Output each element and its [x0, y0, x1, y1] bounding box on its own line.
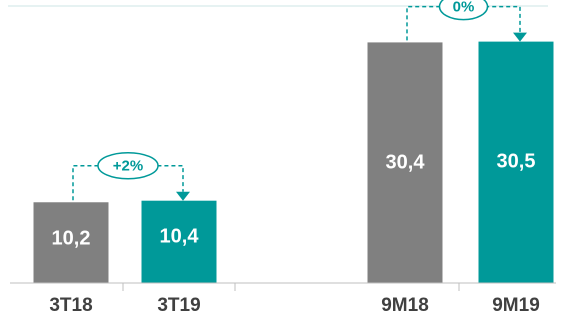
- bars-group: 10,2 10,4 30,4 30,5: [33, 41, 554, 283]
- comparison-badge: [97, 151, 159, 180]
- comparison-arrowhead: [513, 32, 527, 42]
- comparison-annotations: +2% 0%: [72, 0, 527, 201]
- category-label: 3T19: [157, 295, 200, 316]
- bar-value-label: 10,4: [160, 226, 200, 248]
- comparison-badge: [438, 0, 489, 21]
- bar-value-label: 30,4: [386, 151, 426, 173]
- category-label: 9M18: [381, 295, 429, 316]
- category-label: 9M19: [492, 295, 540, 316]
- bar-9m19: [478, 41, 554, 283]
- comparison-connector: [406, 5, 521, 41]
- bar-3t18: [33, 202, 109, 283]
- bar-value-label: 30,5: [497, 151, 536, 173]
- category-label: 3T18: [49, 295, 92, 316]
- x-axis-ticks: [122, 283, 460, 291]
- bar-9m18: [367, 42, 443, 283]
- comparison-badge-label: +2%: [113, 158, 143, 175]
- comparison-arrowhead: [176, 191, 190, 201]
- comparison-badge-label: 0%: [453, 0, 475, 16]
- comparison-connector: [72, 164, 184, 201]
- category-labels: 3T18 3T19 9M18 9M19: [49, 295, 539, 316]
- bar-3t19: [141, 200, 217, 283]
- bar-value-label: 10,2: [52, 227, 91, 249]
